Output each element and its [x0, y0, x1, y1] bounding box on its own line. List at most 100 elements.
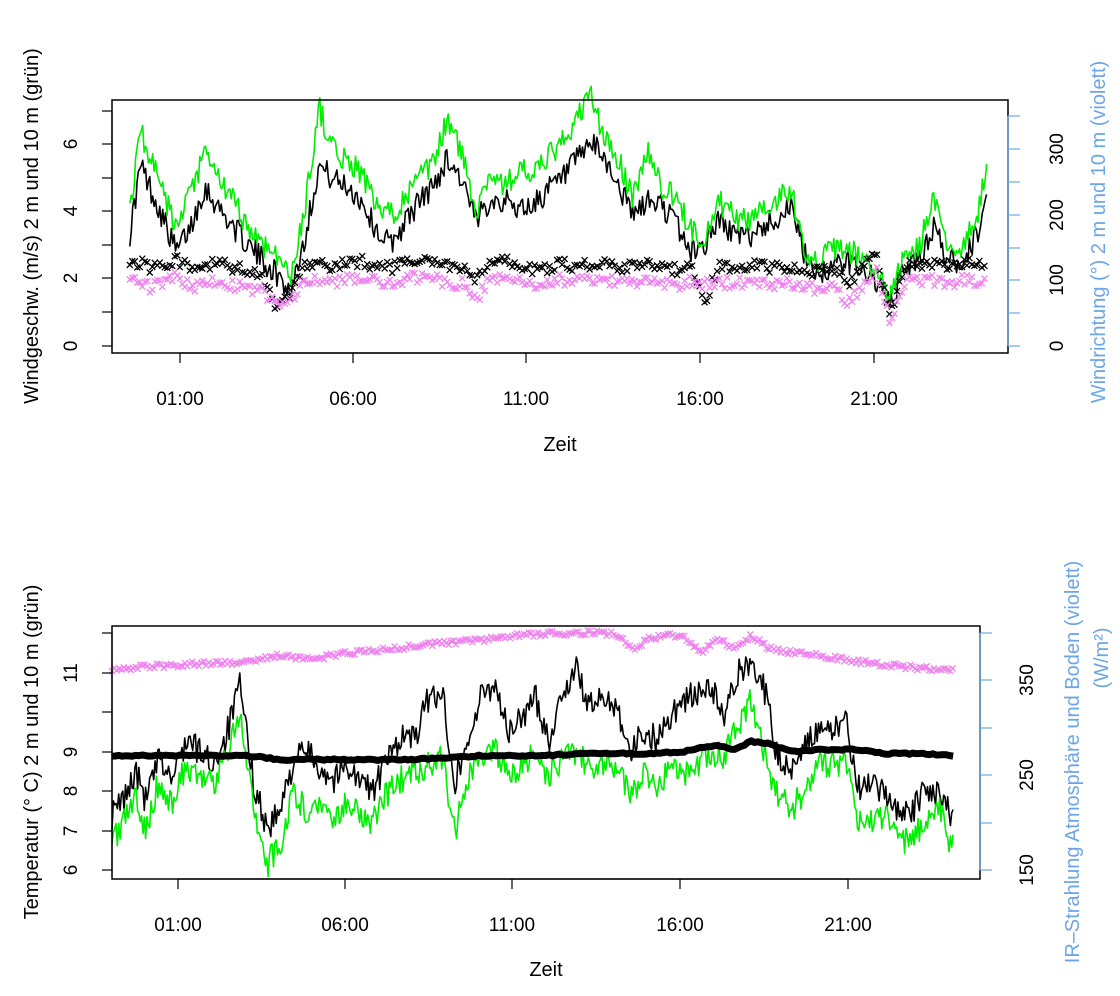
- data-point: [596, 263, 604, 271]
- data-point: [671, 260, 679, 268]
- data-point: [898, 273, 906, 281]
- data-point: [641, 274, 649, 282]
- data-point: [331, 274, 339, 282]
- data-point: [617, 634, 625, 642]
- panel-2-y-right-axis-title-line1: IR–Strahlung Atmosphäre und Boden (viole…: [1062, 561, 1084, 963]
- data-point: [941, 283, 948, 291]
- panel-2-x-tick-label: 11:00: [489, 915, 535, 936]
- data-point: [351, 279, 359, 287]
- data-point: [619, 634, 627, 642]
- panel-2-y-tick-label: 9: [61, 747, 82, 758]
- panel-2-y-axis-left: 6 7 8 9 11 Temperatur (° C) 2 m und 10 m…: [21, 585, 113, 920]
- data-point: [363, 260, 371, 268]
- data-point: [791, 285, 798, 293]
- data-point: [956, 277, 963, 285]
- data-point: [281, 293, 289, 301]
- data-point: [843, 302, 851, 310]
- data-point: [661, 284, 669, 292]
- data-point: [703, 297, 711, 305]
- data-point: [286, 294, 294, 302]
- data-point: [136, 263, 144, 271]
- data-point: [226, 264, 234, 271]
- data-point: [243, 282, 251, 290]
- data-point: [183, 259, 191, 267]
- data-point: [503, 253, 511, 261]
- data-point: [346, 255, 354, 263]
- data-point: [458, 274, 466, 282]
- data-point: [558, 274, 566, 282]
- data-point: [168, 262, 176, 270]
- data-point: [336, 265, 344, 273]
- panel-1-x-axis: 01:00 06:00 11:00 16:00 21:00 Zeit: [156, 352, 898, 456]
- data-point: [161, 275, 169, 283]
- data-point: [251, 265, 259, 273]
- data-point: [783, 263, 791, 271]
- data-point: [965, 254, 973, 262]
- data-point: [718, 636, 726, 644]
- data-point: [861, 262, 868, 270]
- data-point: [796, 279, 803, 287]
- data-point: [923, 274, 931, 282]
- data-point: [301, 276, 309, 284]
- data-point: [838, 653, 846, 661]
- panel-2-series-2-line: [111, 688, 954, 878]
- data-point: [398, 256, 406, 264]
- data-point: [758, 257, 766, 265]
- data-point: [623, 267, 631, 275]
- data-point: [588, 279, 596, 287]
- data-point: [303, 280, 311, 288]
- data-point: [818, 287, 826, 295]
- data-point: [980, 262, 988, 270]
- data-point: [641, 261, 649, 269]
- data-point: [978, 279, 986, 287]
- data-point: [233, 266, 241, 274]
- data-point: [238, 268, 246, 276]
- panel-2-y-axis-right: [979, 632, 992, 871]
- data-point: [743, 266, 751, 274]
- data-point: [403, 271, 411, 279]
- data-point: [560, 632, 568, 640]
- data-point: [680, 632, 688, 640]
- panel-1-y-tick-label: 2: [61, 273, 82, 284]
- data-point: [756, 283, 763, 291]
- data-point: [169, 662, 177, 669]
- panel-1-series-1-line: [129, 133, 988, 310]
- data-point: [343, 261, 351, 269]
- data-point: [600, 628, 608, 636]
- data-point: [931, 282, 938, 290]
- data-point: [115, 665, 123, 673]
- data-point: [386, 261, 394, 268]
- data-point: [488, 259, 496, 267]
- panel-2-y-tick-label: 11: [61, 663, 82, 683]
- panel-1-x-tick-label: 21:00: [850, 389, 898, 410]
- data-point: [561, 255, 569, 263]
- data-point: [656, 265, 664, 273]
- panel-2-series-1-line: [111, 656, 954, 838]
- data-point: [856, 265, 863, 273]
- panel-2-series: [108, 627, 957, 878]
- data-point: [970, 282, 978, 290]
- data-point: [541, 283, 549, 291]
- data-point: [741, 266, 749, 274]
- data-point: [358, 252, 366, 260]
- panel-2-y-axis-title: Temperatur (° C) 2 m und 10 m (grün): [21, 585, 43, 920]
- data-point: [461, 262, 469, 270]
- data-point: [288, 284, 296, 292]
- data-point: [893, 287, 901, 295]
- data-point: [761, 258, 768, 266]
- data-point: [139, 661, 147, 669]
- data-point: [704, 641, 712, 649]
- data-point: [855, 655, 862, 663]
- data-point: [401, 260, 409, 268]
- panel-1-x-tick-label: 01:00: [156, 389, 204, 410]
- data-point: [581, 256, 589, 264]
- data-point: [756, 635, 764, 643]
- data-point: [688, 262, 696, 270]
- data-point: [173, 252, 181, 259]
- panel-2-y-tick-label: 8: [61, 786, 82, 797]
- data-point: [571, 261, 579, 269]
- data-point: [808, 279, 816, 287]
- data-point: [528, 270, 536, 278]
- data-point: [939, 665, 947, 672]
- data-point: [261, 287, 269, 295]
